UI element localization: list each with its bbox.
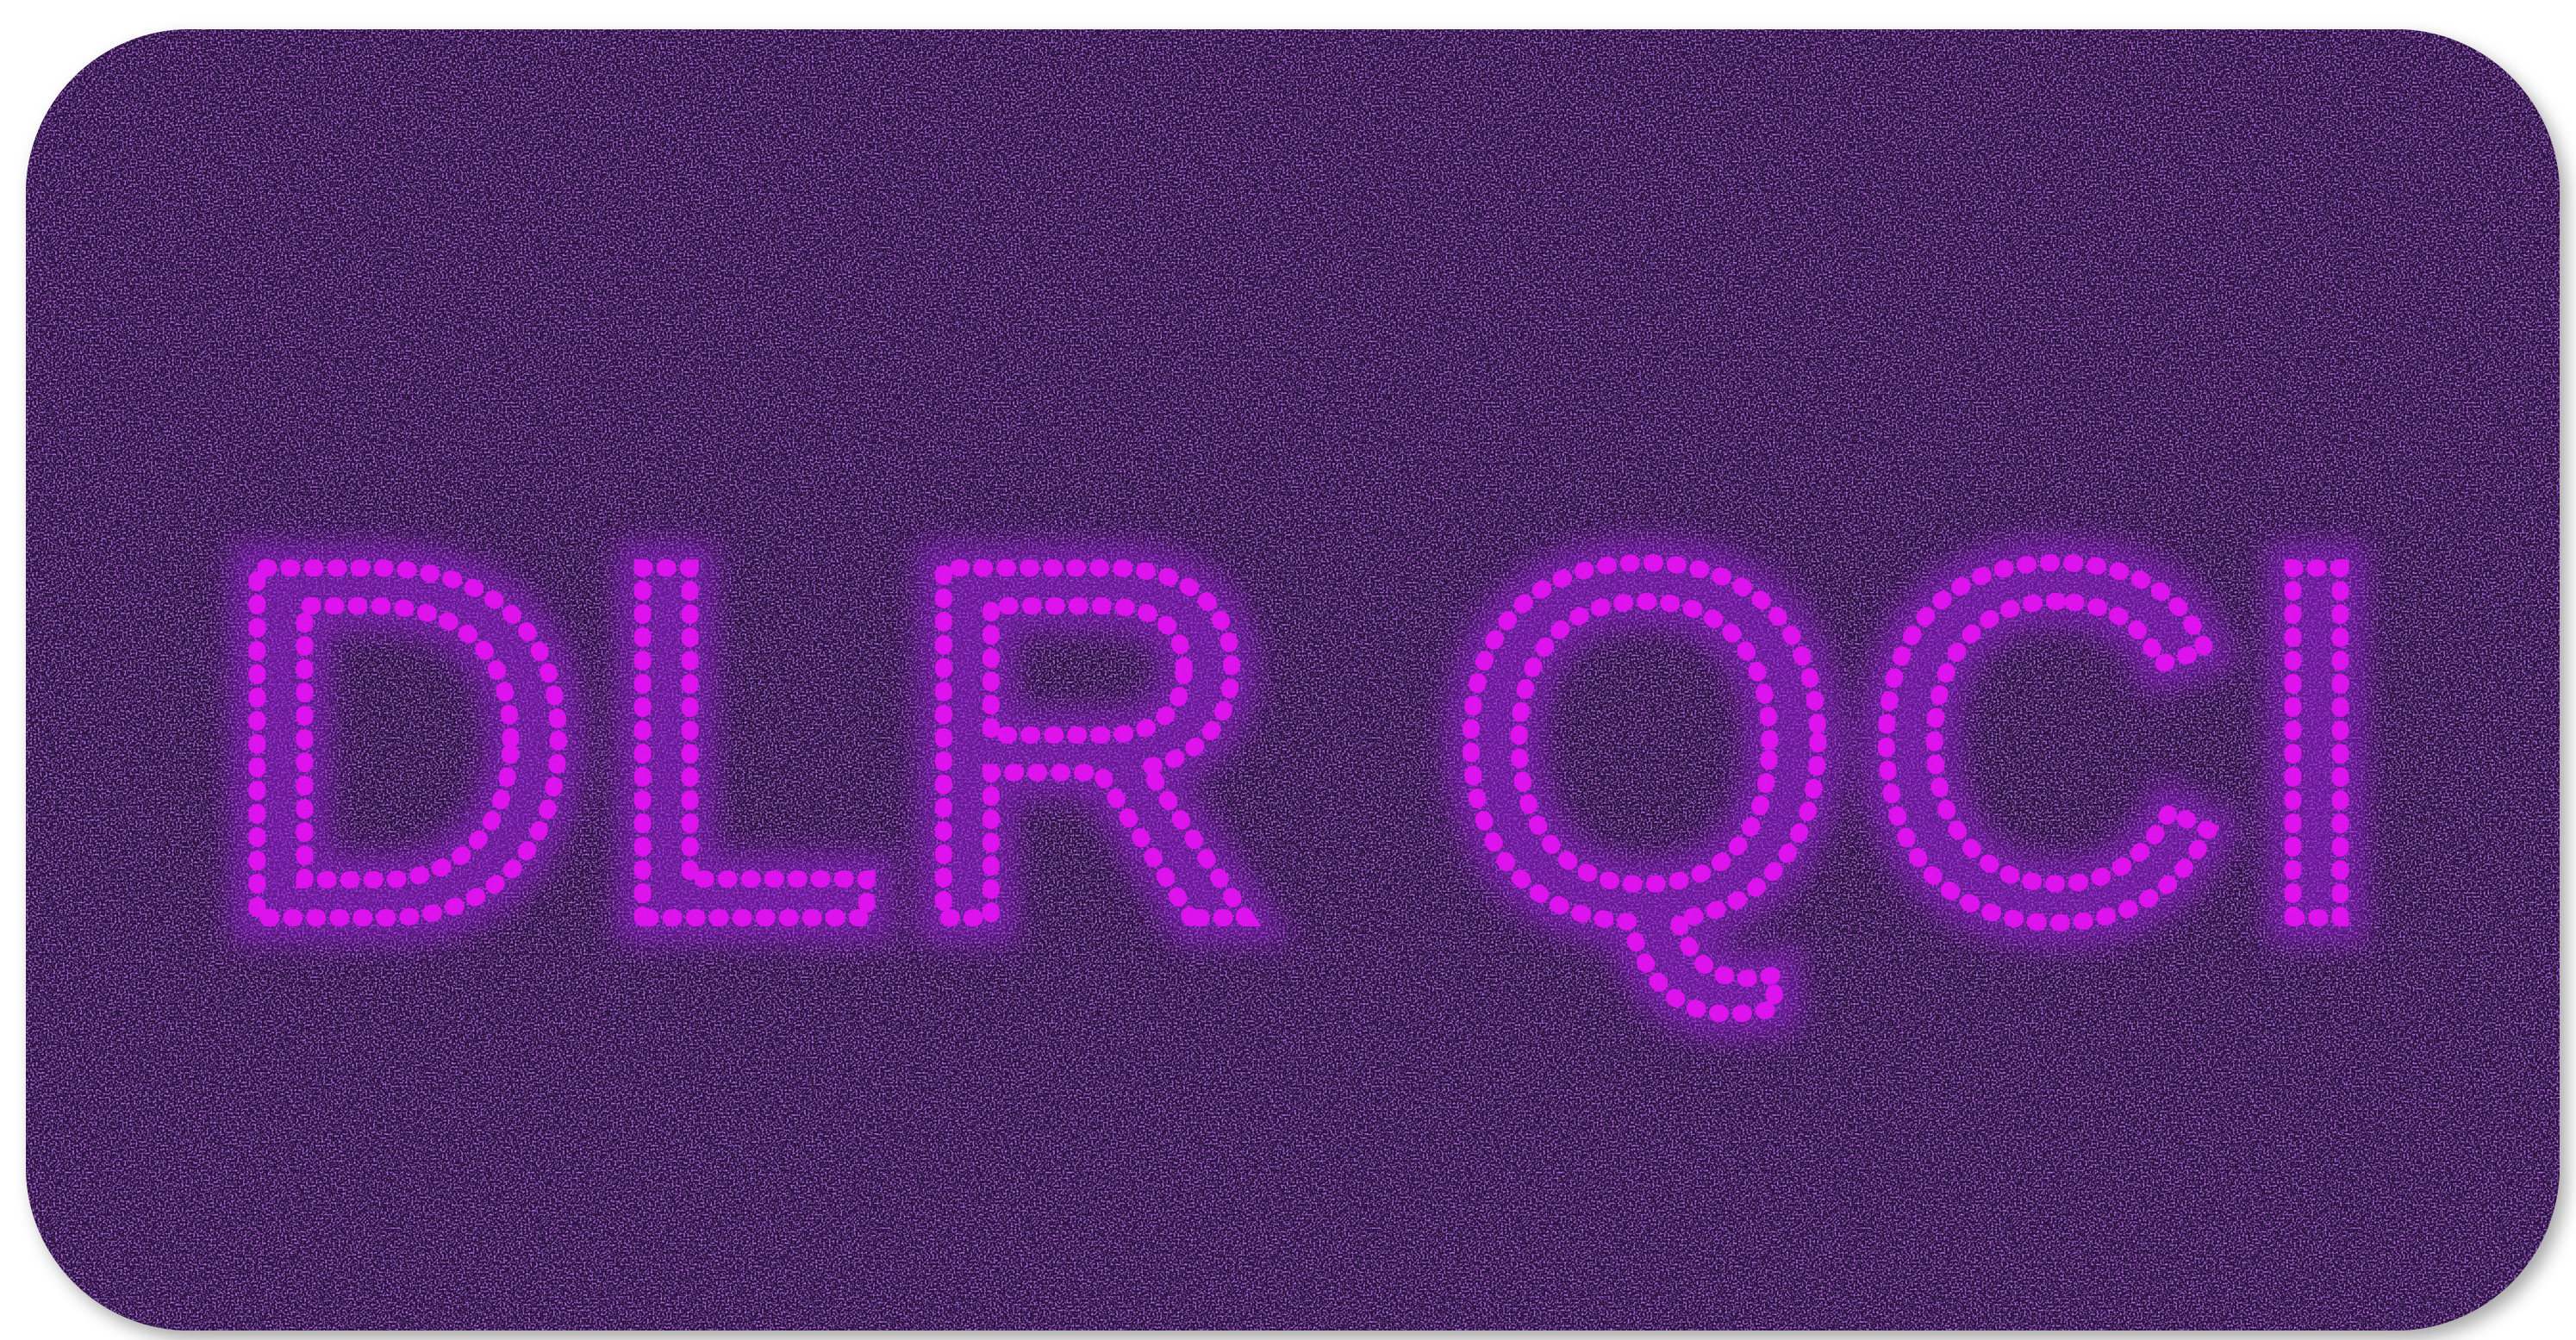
card-content: DLR QCI DLR QCI (26, 29, 2560, 1331)
scene: DLR QCI DLR QCI (0, 0, 2576, 1340)
page: DLR QCI DLR QCI (() => { const data = JS… (0, 0, 2576, 1340)
text-dots: DLR QCI (215, 458, 2387, 1026)
